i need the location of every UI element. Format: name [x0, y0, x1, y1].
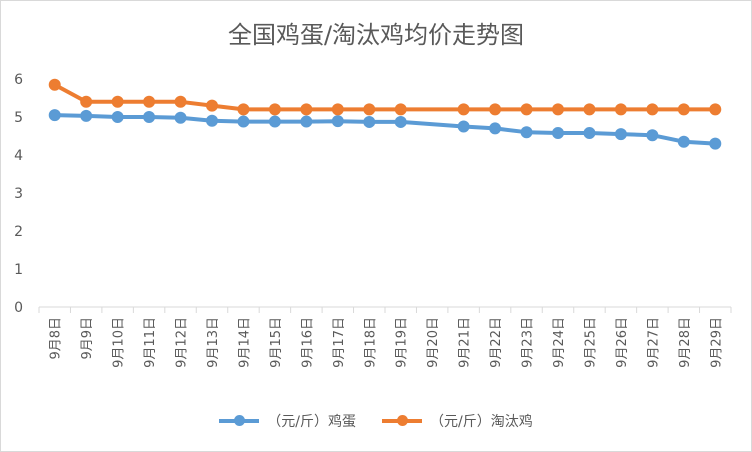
x-tick-label: 9月14日 [237, 317, 252, 368]
x-tick-label: 9月9日 [80, 317, 95, 360]
data-point [331, 115, 344, 128]
x-tick-label: 9月19日 [395, 317, 410, 368]
data-point [489, 122, 502, 135]
data-point [489, 103, 502, 116]
x-tick-label: 9月22日 [489, 317, 504, 368]
data-point [520, 103, 533, 116]
data-point [143, 95, 156, 108]
legend: （元/斤）鸡蛋 （元/斤）淘汰鸡 [1, 411, 751, 431]
data-point [709, 103, 722, 116]
data-point [646, 103, 659, 116]
chart-title: 全国鸡蛋/淘汰鸡均价走势图 [227, 21, 525, 49]
data-point [363, 115, 376, 128]
x-tick-label: 9月16日 [300, 317, 315, 368]
data-point [206, 99, 218, 112]
y-tick-label: 0 [14, 300, 23, 316]
x-tick-label: 9月21日 [458, 317, 473, 368]
x-tick-label: 9月18日 [363, 317, 378, 368]
x-tick-label: 9月12日 [175, 317, 190, 368]
data-point [237, 103, 250, 116]
legend-swatch-eggs [219, 415, 260, 426]
data-point [614, 128, 627, 141]
legend-item-spent-hens: （元/斤）淘汰鸡 [382, 411, 533, 431]
data-point [520, 126, 533, 139]
data-point [363, 103, 376, 116]
data-point [174, 111, 187, 124]
data-point [677, 135, 690, 148]
legend-label-spent-hens: （元/斤）淘汰鸡 [430, 414, 533, 430]
data-point [206, 114, 218, 127]
x-tick-label: 9月23日 [521, 317, 536, 368]
y-tick-label: 2 [14, 224, 23, 240]
data-point [143, 111, 156, 123]
data-point [268, 115, 281, 128]
x-tick-label: 9月10日 [112, 317, 127, 368]
y-tick-label: 3 [14, 186, 23, 202]
data-point [48, 109, 61, 122]
data-point [614, 103, 627, 116]
data-point [111, 111, 124, 123]
x-tick-label: 9月8日 [49, 317, 64, 360]
data-point [457, 103, 470, 116]
x-tick-label: 9月11日 [143, 317, 158, 368]
data-point [394, 115, 407, 128]
data-point [331, 103, 344, 116]
data-point [300, 103, 313, 116]
data-point [80, 109, 93, 122]
x-tick-label: 9月25日 [583, 317, 598, 368]
x-tick-label: 9月20日 [426, 317, 441, 368]
data-point [709, 137, 722, 150]
data-point [646, 129, 659, 142]
data-point [237, 115, 250, 128]
y-tick-label: 1 [14, 262, 23, 278]
data-point [583, 126, 596, 139]
data-point [80, 95, 93, 108]
x-tick-label: 9月29日 [709, 317, 724, 368]
line-chart: 0 1 2 3 4 5 6 9月8日 9月9日 9月10日 9月11日 9月12日 9月13日 9月14日… [14, 72, 732, 368]
data-point [48, 78, 61, 91]
legend-swatch-spent-hens [382, 415, 422, 426]
legend-item-eggs: （元/斤）鸡蛋 [219, 411, 356, 431]
data-point [174, 95, 187, 108]
x-tick-label: 9月17日 [332, 317, 347, 368]
data-point [268, 103, 281, 116]
x-tick-label: 9月15日 [269, 317, 284, 368]
data-point [394, 103, 407, 116]
legend-label-eggs: （元/斤）鸡蛋 [267, 414, 356, 430]
x-tick-label: 9月24日 [552, 317, 567, 368]
data-point [552, 126, 564, 139]
data-point [583, 103, 596, 116]
y-tick-label: 4 [14, 148, 23, 164]
x-tick-label: 9月28日 [678, 317, 693, 368]
y-tick-label: 5 [14, 110, 23, 126]
data-point [552, 103, 564, 116]
data-point [677, 103, 690, 116]
data-point [300, 115, 313, 128]
x-tick-label: 9月13日 [206, 317, 221, 368]
x-tick-label: 9月27日 [646, 317, 661, 368]
data-point [111, 95, 124, 108]
y-tick-label: 6 [14, 72, 23, 88]
data-point [457, 120, 470, 133]
x-tick-label: 9月26日 [615, 317, 630, 368]
